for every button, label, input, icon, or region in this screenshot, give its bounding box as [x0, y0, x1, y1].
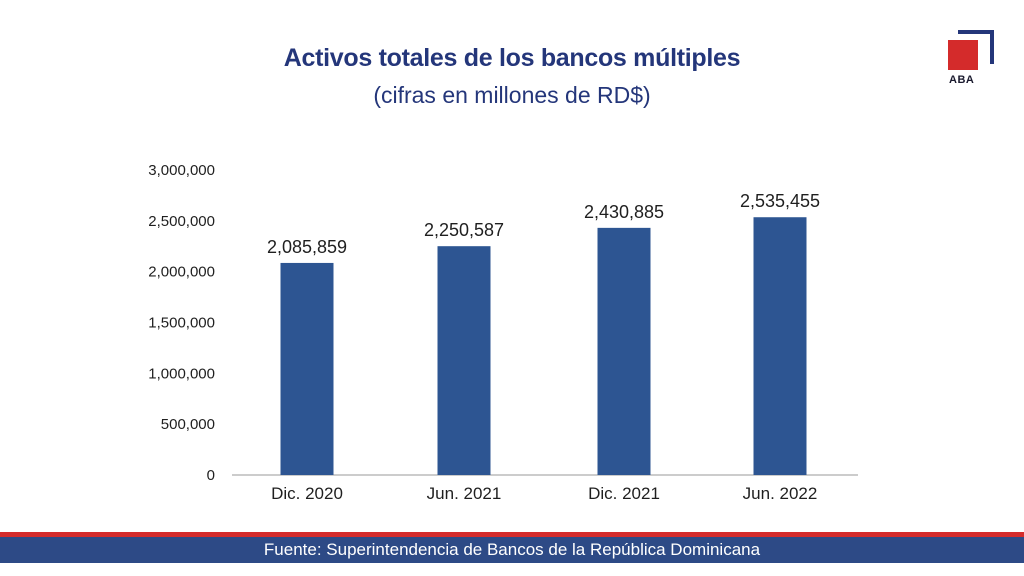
y-tick-label: 0	[207, 467, 215, 484]
footer-red-stripe	[0, 532, 1024, 537]
chart-title: Activos totales de los bancos múltiples	[283, 44, 741, 72]
data-label: 2,535,455	[740, 191, 820, 211]
category-label: Dic. 2021	[588, 484, 660, 503]
y-tick-label: 2,500,000	[148, 213, 215, 230]
category-label: Dic. 2020	[271, 484, 343, 503]
data-label: 2,430,885	[584, 202, 664, 222]
bar	[753, 217, 807, 475]
aba-logo: ABA	[948, 30, 994, 90]
data-label: 2,085,859	[267, 237, 347, 257]
data-labels: 2,085,859 2,250,587 2,430,885 2,535,455	[267, 191, 820, 257]
y-axis-ticks: 0 500,000 1,000,000 1,500,000 2,000,000 2,500…	[148, 162, 215, 484]
data-label: 2,250,587	[424, 220, 504, 240]
footer-source: Fuente: Superintendencia de Bancos de la…	[0, 537, 1024, 563]
y-tick-label: 3,000,000	[148, 162, 215, 179]
logo-navy-bar-top	[958, 30, 994, 34]
bar	[597, 227, 651, 475]
bar-chart: 0 500,000 1,000,000 1,500,000 2,000,000 2,500…	[148, 162, 858, 503]
logo-text: ABA	[949, 74, 975, 86]
bars	[280, 217, 807, 475]
bar	[280, 262, 334, 475]
y-tick-label: 500,000	[161, 416, 215, 433]
logo-red-square	[948, 40, 978, 70]
category-labels: Dic. 2020 Jun. 2021 Dic. 2021 Jun. 2022	[271, 484, 817, 503]
logo-navy-bar-right	[990, 30, 994, 64]
y-tick-label: 1,000,000	[148, 365, 215, 382]
bar	[437, 246, 491, 475]
category-label: Jun. 2021	[427, 484, 502, 503]
y-tick-label: 1,500,000	[148, 315, 215, 332]
category-label: Jun. 2022	[743, 484, 818, 503]
y-tick-label: 2,000,000	[148, 264, 215, 281]
chart-subtitle: (cifras en millones de RD$)	[373, 82, 651, 108]
